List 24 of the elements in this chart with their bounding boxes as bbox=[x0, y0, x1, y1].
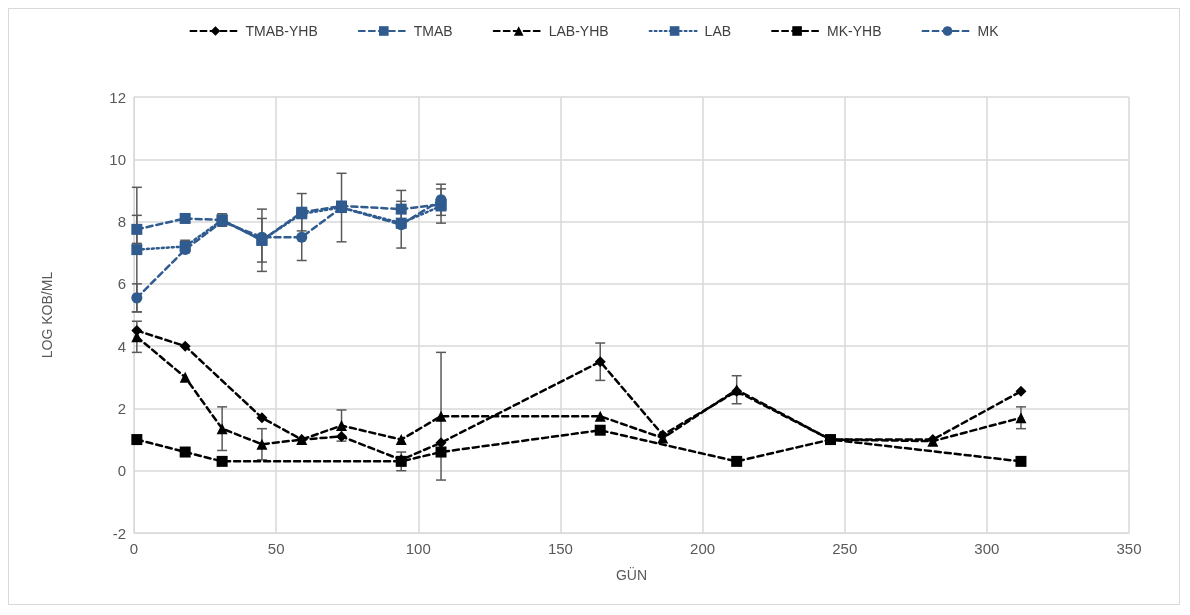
x-tick-label: 100 bbox=[405, 540, 431, 557]
x-tick-label: 50 bbox=[267, 540, 285, 557]
y-tick-label: 4 bbox=[117, 337, 126, 355]
y-tick-label: 2 bbox=[117, 399, 126, 417]
y-tick-label: 6 bbox=[117, 275, 126, 293]
x-axis-title: GÜN bbox=[615, 566, 648, 583]
y-axis-title: LOG KOB/ML bbox=[39, 271, 55, 359]
legend-label: LAB-YHB bbox=[548, 23, 609, 39]
y-tick-label: 8 bbox=[117, 213, 126, 231]
y-tick-label: 12 bbox=[109, 88, 126, 106]
x-tick-label: 250 bbox=[832, 540, 858, 557]
legend-label: MK-YHB bbox=[827, 23, 882, 39]
y-tick-label: 10 bbox=[109, 150, 126, 168]
legend-label: LAB bbox=[704, 23, 732, 39]
x-tick-label: 0 bbox=[129, 540, 139, 557]
legend-label: MK bbox=[977, 23, 1000, 39]
legend-label: TMAB-YHB bbox=[245, 23, 318, 39]
y-tick-label: 0 bbox=[117, 462, 126, 480]
x-tick-label: 300 bbox=[974, 540, 1000, 557]
x-tick-label: 150 bbox=[547, 540, 573, 557]
y-tick-label: -2 bbox=[112, 524, 126, 542]
legend-label: TMAB bbox=[413, 23, 453, 39]
x-tick-label: 350 bbox=[1116, 540, 1142, 557]
x-tick-label: 200 bbox=[690, 540, 716, 557]
